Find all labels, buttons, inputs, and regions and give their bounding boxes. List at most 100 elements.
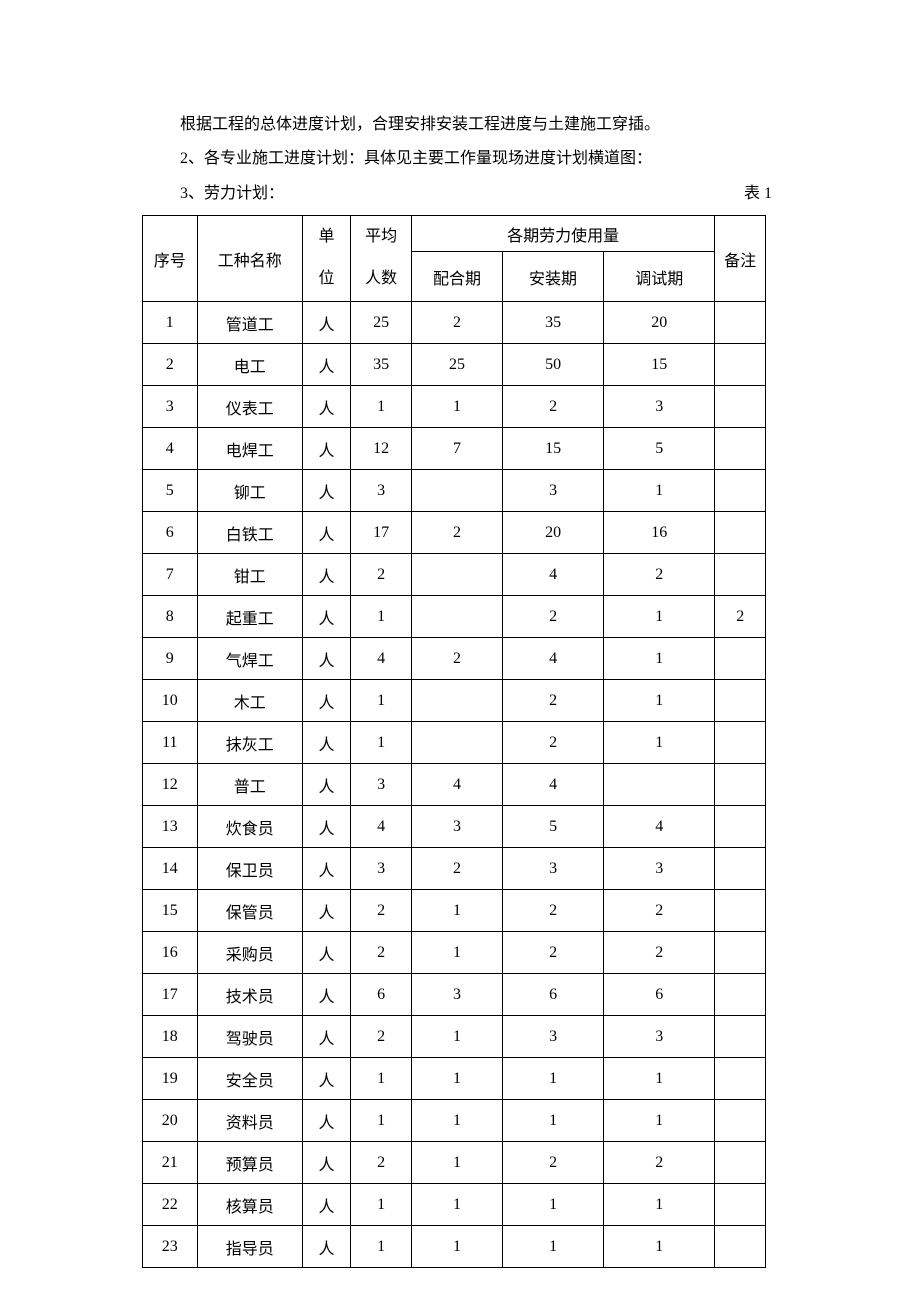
cell-avg: 2 [351, 1016, 412, 1058]
cell-period1: 1 [411, 890, 502, 932]
cell-note [715, 932, 766, 974]
cell-seq: 5 [143, 470, 198, 512]
paragraph-line2: 2、各专业施工进度计划：具体见主要工作量现场进度计划横道图： [148, 142, 772, 176]
cell-period1: 2 [411, 638, 502, 680]
cell-seq: 7 [143, 554, 198, 596]
cell-avg: 3 [351, 470, 412, 512]
cell-period3: 20 [604, 302, 715, 344]
cell-period1: 1 [411, 1016, 502, 1058]
cell-period1 [411, 722, 502, 764]
cell-period1: 2 [411, 302, 502, 344]
cell-period3: 2 [604, 1142, 715, 1184]
cell-unit: 人 [302, 1058, 351, 1100]
col-header-avg-l2: 人数 [351, 252, 412, 302]
cell-period1: 1 [411, 1058, 502, 1100]
cell-note [715, 302, 766, 344]
cell-note [715, 470, 766, 512]
cell-period3: 4 [604, 806, 715, 848]
cell-period1: 2 [411, 848, 502, 890]
cell-period2: 2 [503, 1142, 604, 1184]
cell-period3: 3 [604, 848, 715, 890]
cell-seq: 3 [143, 386, 198, 428]
cell-unit: 人 [302, 1100, 351, 1142]
cell-name: 指导员 [197, 1226, 302, 1268]
table-row: 1管道工人2523520 [143, 302, 766, 344]
cell-unit: 人 [302, 428, 351, 470]
cell-note [715, 1184, 766, 1226]
table-row: 14保卫员人3233 [143, 848, 766, 890]
cell-period1: 2 [411, 512, 502, 554]
cell-seq: 17 [143, 974, 198, 1016]
cell-avg: 3 [351, 764, 412, 806]
cell-name: 炊食员 [197, 806, 302, 848]
cell-avg: 4 [351, 638, 412, 680]
cell-unit: 人 [302, 554, 351, 596]
cell-note [715, 344, 766, 386]
table-row: 15保管员人2122 [143, 890, 766, 932]
table-row: 7钳工人242 [143, 554, 766, 596]
table-row: 4电焊工人127155 [143, 428, 766, 470]
cell-period3: 2 [604, 554, 715, 596]
cell-period2: 3 [503, 470, 604, 512]
labor-plan-table: 序号 工种名称 单 平均 各期劳力使用量 备注 位 人数 配合期 安装期 调试期… [142, 215, 766, 1268]
cell-name: 采购员 [197, 932, 302, 974]
cell-period2: 4 [503, 554, 604, 596]
cell-period2: 15 [503, 428, 604, 470]
table-row: 23指导员人1111 [143, 1226, 766, 1268]
cell-seq: 18 [143, 1016, 198, 1058]
cell-period1: 1 [411, 932, 502, 974]
cell-period1: 25 [411, 344, 502, 386]
cell-unit: 人 [302, 974, 351, 1016]
cell-period3: 2 [604, 932, 715, 974]
cell-unit: 人 [302, 764, 351, 806]
cell-seq: 22 [143, 1184, 198, 1226]
paragraph-line3: 3、劳力计划： 表 1 [148, 177, 772, 211]
table-row: 20资料员人1111 [143, 1100, 766, 1142]
cell-name: 核算员 [197, 1184, 302, 1226]
cell-period2: 1 [503, 1226, 604, 1268]
cell-avg: 1 [351, 1100, 412, 1142]
cell-unit: 人 [302, 890, 351, 932]
cell-avg: 3 [351, 848, 412, 890]
cell-period1: 4 [411, 764, 502, 806]
table-row: 21预算员人2122 [143, 1142, 766, 1184]
cell-name: 起重工 [197, 596, 302, 638]
cell-name: 木工 [197, 680, 302, 722]
cell-period3: 3 [604, 386, 715, 428]
cell-seq: 16 [143, 932, 198, 974]
cell-seq: 2 [143, 344, 198, 386]
cell-seq: 15 [143, 890, 198, 932]
cell-name: 仪表工 [197, 386, 302, 428]
cell-period2: 50 [503, 344, 604, 386]
cell-period1: 1 [411, 386, 502, 428]
cell-seq: 9 [143, 638, 198, 680]
cell-period2: 2 [503, 890, 604, 932]
cell-period1 [411, 596, 502, 638]
cell-period3: 15 [604, 344, 715, 386]
cell-seq: 21 [143, 1142, 198, 1184]
col-header-unit-l2: 位 [302, 252, 351, 302]
cell-seq: 1 [143, 302, 198, 344]
cell-unit: 人 [302, 512, 351, 554]
cell-avg: 1 [351, 680, 412, 722]
cell-seq: 10 [143, 680, 198, 722]
cell-period3: 1 [604, 1058, 715, 1100]
cell-unit: 人 [302, 806, 351, 848]
cell-unit: 人 [302, 722, 351, 764]
cell-avg: 1 [351, 1184, 412, 1226]
table-row: 13炊食员人4354 [143, 806, 766, 848]
col-header-note: 备注 [715, 216, 766, 302]
table-row: 5铆工人331 [143, 470, 766, 512]
table-row: 22核算员人1111 [143, 1184, 766, 1226]
cell-note [715, 1016, 766, 1058]
cell-avg: 1 [351, 386, 412, 428]
cell-seq: 6 [143, 512, 198, 554]
cell-unit: 人 [302, 596, 351, 638]
cell-name: 保卫员 [197, 848, 302, 890]
cell-period1: 7 [411, 428, 502, 470]
cell-period2: 2 [503, 932, 604, 974]
cell-unit: 人 [302, 680, 351, 722]
cell-unit: 人 [302, 1226, 351, 1268]
cell-name: 预算员 [197, 1142, 302, 1184]
cell-seq: 8 [143, 596, 198, 638]
